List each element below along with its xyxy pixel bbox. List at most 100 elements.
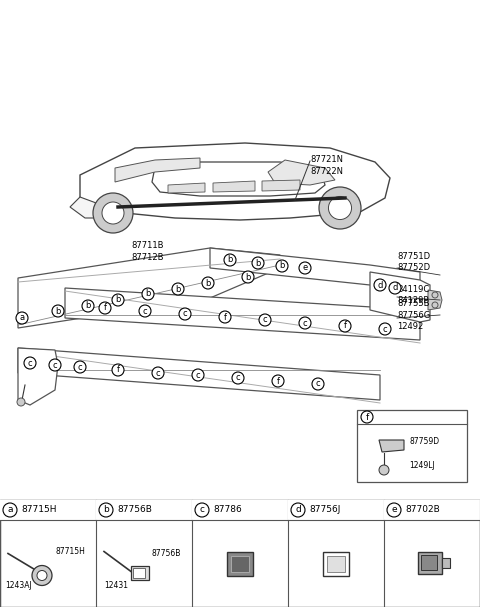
Text: 84119C
84129P: 84119C 84129P <box>397 285 429 305</box>
Circle shape <box>139 305 151 317</box>
Circle shape <box>172 283 184 295</box>
Circle shape <box>232 372 244 384</box>
Circle shape <box>328 197 351 220</box>
Circle shape <box>299 262 311 274</box>
Text: 87715H: 87715H <box>21 506 57 515</box>
Circle shape <box>52 305 64 317</box>
Bar <box>442 557 450 568</box>
Circle shape <box>49 359 61 371</box>
Polygon shape <box>213 181 255 192</box>
Circle shape <box>99 302 111 314</box>
Polygon shape <box>370 272 430 322</box>
Text: c: c <box>53 361 57 370</box>
Text: b: b <box>145 290 151 299</box>
Circle shape <box>24 357 36 369</box>
Circle shape <box>379 465 389 475</box>
Polygon shape <box>65 288 420 340</box>
Text: c: c <box>183 310 187 319</box>
Circle shape <box>192 369 204 381</box>
Bar <box>0 500 480 607</box>
Polygon shape <box>262 180 300 191</box>
Text: e: e <box>391 506 397 515</box>
Bar <box>133 568 145 577</box>
Text: 1249LJ: 1249LJ <box>409 461 435 470</box>
Bar <box>192 500 288 520</box>
Text: 87756B: 87756B <box>151 549 180 558</box>
Text: d: d <box>392 283 398 293</box>
Text: f: f <box>276 376 279 385</box>
Polygon shape <box>168 183 205 193</box>
Bar <box>327 555 345 572</box>
Circle shape <box>319 187 361 229</box>
Circle shape <box>259 314 271 326</box>
Circle shape <box>32 566 52 586</box>
Circle shape <box>37 571 47 580</box>
Text: b: b <box>205 279 211 288</box>
Text: a: a <box>19 313 24 322</box>
Bar <box>288 500 384 520</box>
Text: 87715H: 87715H <box>55 547 85 556</box>
Circle shape <box>242 271 254 283</box>
Circle shape <box>142 288 154 300</box>
Bar <box>96 500 192 520</box>
Text: d: d <box>377 280 383 290</box>
Text: c: c <box>28 359 32 367</box>
Polygon shape <box>152 162 325 196</box>
Text: b: b <box>55 307 60 316</box>
Circle shape <box>387 503 401 517</box>
Text: b: b <box>245 273 251 282</box>
Text: 87751D
87752D: 87751D 87752D <box>397 252 430 272</box>
Circle shape <box>152 367 164 379</box>
Circle shape <box>252 257 264 269</box>
Text: b: b <box>175 285 180 294</box>
Text: a: a <box>7 506 13 515</box>
Text: 87756J: 87756J <box>309 506 340 515</box>
Text: 87702B: 87702B <box>405 506 440 515</box>
Text: 87721N
87722N: 87721N 87722N <box>310 155 343 176</box>
Text: b: b <box>103 506 109 515</box>
Text: b: b <box>85 302 91 311</box>
Text: b: b <box>115 296 120 305</box>
Circle shape <box>202 277 214 289</box>
Text: 12431: 12431 <box>104 581 128 590</box>
Circle shape <box>219 311 231 323</box>
Bar <box>421 555 437 569</box>
Circle shape <box>179 308 191 320</box>
Polygon shape <box>379 440 404 452</box>
Text: c: c <box>200 506 204 515</box>
Text: b: b <box>228 256 233 265</box>
Text: 87756B: 87756B <box>117 506 152 515</box>
Bar <box>227 552 253 575</box>
Polygon shape <box>70 197 115 218</box>
Text: 87711B
87712B: 87711B 87712B <box>132 241 164 262</box>
Text: c: c <box>78 362 82 371</box>
Circle shape <box>361 411 373 423</box>
Circle shape <box>272 375 284 387</box>
Circle shape <box>3 503 17 517</box>
Bar <box>418 552 442 574</box>
Text: d: d <box>295 506 301 515</box>
Circle shape <box>93 193 133 233</box>
Circle shape <box>112 294 124 306</box>
Polygon shape <box>428 290 442 310</box>
Text: c: c <box>236 373 240 382</box>
Circle shape <box>82 300 94 312</box>
Text: c: c <box>143 307 147 316</box>
Text: e: e <box>302 263 308 273</box>
Circle shape <box>99 503 113 517</box>
Bar <box>131 566 149 580</box>
Text: c: c <box>303 319 307 328</box>
Circle shape <box>312 378 324 390</box>
Bar <box>231 555 249 572</box>
Text: c: c <box>263 316 267 325</box>
Text: f: f <box>365 413 369 421</box>
Bar <box>357 410 467 482</box>
Text: 87755B
87756G
12492: 87755B 87756G 12492 <box>397 299 430 331</box>
Polygon shape <box>18 348 58 405</box>
Circle shape <box>389 282 401 294</box>
Text: f: f <box>344 322 347 330</box>
Circle shape <box>291 503 305 517</box>
Polygon shape <box>268 160 335 185</box>
Text: b: b <box>279 262 285 271</box>
Circle shape <box>102 202 124 224</box>
